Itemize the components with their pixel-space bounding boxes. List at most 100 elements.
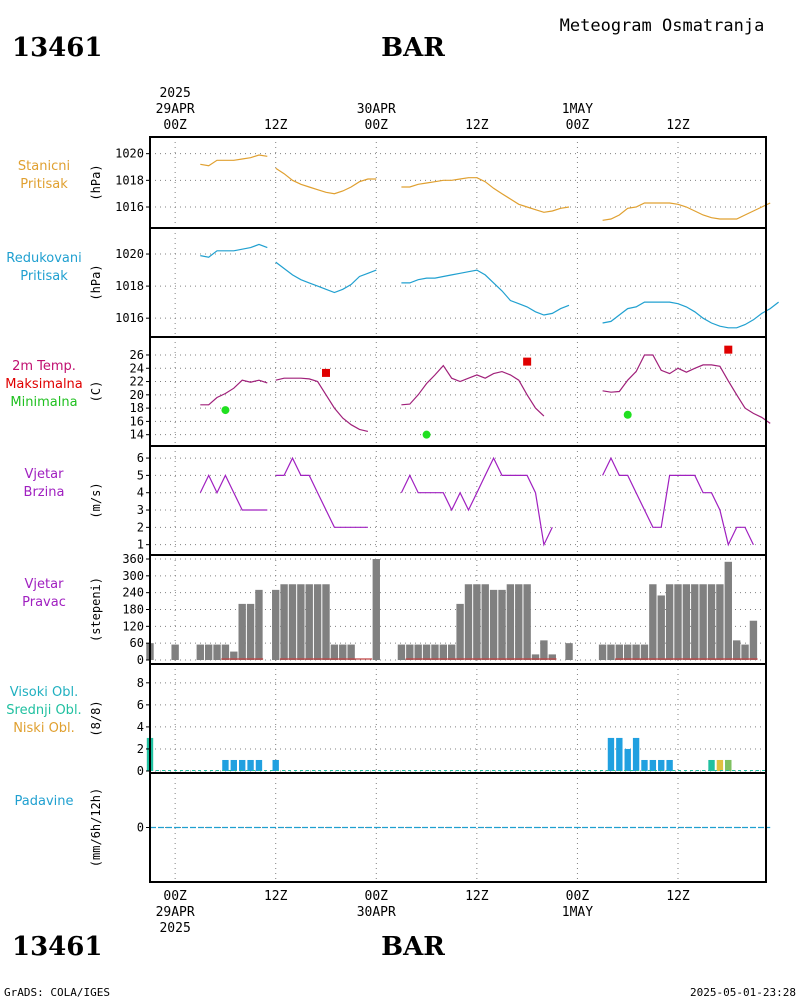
y-tick-label: 1018 (115, 173, 144, 187)
direction-bar (313, 584, 322, 660)
direction-bar (523, 584, 531, 660)
panel-frame (149, 227, 767, 338)
time-label-top: 29APR (156, 102, 195, 117)
series-line (400, 456, 553, 547)
series-line (602, 202, 771, 221)
time-label-top: 30APR (357, 102, 396, 117)
y-tick-label: 1020 (115, 247, 144, 261)
panel-vjetar-pravac: 0 60 120 180 240 300 360 (stepeni) Vjetar Pravac (22, 552, 767, 667)
y-tick-label: 18 (130, 401, 144, 415)
direction-bar (322, 584, 330, 660)
y-axis-unit: (8/8) (89, 700, 103, 736)
panel-frame (149, 663, 767, 774)
direction-bar (347, 644, 355, 660)
station-id-bottom: 13461 (12, 932, 102, 962)
direction-bar (506, 584, 515, 660)
direction-bar (699, 584, 707, 660)
panel-redukovani: 1016 1018 1020 (hPa) Redukovani Pritisak (6, 227, 779, 338)
direction-bar (431, 644, 439, 660)
timestamp: 2025-05-01-23:28 (690, 986, 796, 999)
y-tick-label: 2 (137, 742, 144, 756)
direction-bar (724, 561, 732, 660)
panel-vjetar-brzina: 1 2 3 4 5 6 (m/s) Vjetar Brzina (24, 445, 767, 556)
time-label-bottom: 30APR (357, 905, 396, 920)
panel-label: 2m Temp. (12, 359, 76, 374)
direction-bar (607, 644, 615, 660)
y-tick-label: 26 (130, 348, 144, 362)
direction-bar (665, 584, 674, 660)
y-tick-label: 14 (130, 428, 144, 442)
y-axis-unit: (C) (89, 381, 103, 403)
direction-bar (481, 584, 489, 660)
time-label-top: 00Z (163, 118, 187, 133)
direction-bar (221, 644, 230, 660)
direction-bar (406, 644, 414, 660)
station-id-top: 13461 (12, 33, 102, 63)
direction-bar (473, 584, 481, 660)
series-line (275, 167, 377, 195)
panel-frame (149, 445, 767, 556)
series-line (401, 177, 570, 213)
direction-bar (515, 584, 523, 660)
panel-frame (149, 336, 767, 447)
y-tick-label: 4 (137, 486, 144, 500)
y-tick-label: 16 (130, 414, 144, 428)
panel-oblaci: 0 2 4 6 8 (8/8) Visoki Obl. Srednji Obl. Niski O… (6, 663, 767, 778)
y-tick-label: 300 (122, 569, 144, 583)
cloud-bar (632, 737, 640, 771)
panel-label: Niski Obl. (13, 721, 75, 736)
series-line (275, 377, 369, 432)
direction-bar (305, 584, 313, 660)
direction-bar (657, 595, 665, 660)
direction-bar (238, 603, 246, 660)
panel-label: Srednji Obl. (6, 703, 81, 718)
direction-bar (732, 640, 741, 660)
y-tick-label: 1 (137, 538, 144, 552)
panel-label: Pritisak (20, 177, 68, 192)
direction-bar (272, 589, 280, 660)
direction-bar (255, 589, 263, 660)
direction-bar (489, 589, 498, 660)
panel-stanicni: 1016 1018 1020 (hPa) Stanicni Pritisak (18, 136, 771, 229)
panel-label: Stanicni (18, 159, 70, 174)
series-line (275, 456, 368, 528)
y-tick-label: 6 (137, 451, 144, 465)
plot-area: 101610181020(hPa)StanicniPritisak1016101… (5, 86, 779, 936)
time-label-bottom: 00Z (365, 889, 389, 904)
max-temp-marker (322, 368, 330, 377)
cloud-bar (272, 759, 279, 771)
time-label-bottom: 00Z (163, 889, 187, 904)
direction-bar (632, 644, 640, 660)
direction-bar (422, 644, 431, 660)
cloud-bar (624, 748, 631, 771)
min-temp-marker (623, 410, 632, 419)
direction-bar (741, 644, 749, 660)
y-tick-label: 60 (130, 636, 144, 650)
y-tick-label: 1016 (115, 311, 144, 325)
y-tick-label: 120 (122, 619, 144, 633)
direction-bar (171, 644, 179, 660)
y-axis-unit: (m/s) (89, 482, 103, 518)
series-line (200, 379, 268, 406)
series-line (199, 474, 268, 511)
y-tick-label: 0 (137, 821, 144, 835)
direction-bar (246, 603, 255, 660)
min-temp-marker (221, 406, 230, 415)
time-label-bottom: 12Z (666, 889, 690, 904)
panel-label: Maksimalna (5, 377, 83, 392)
panel-label: Redukovani (6, 251, 81, 266)
cloud-bar (222, 759, 229, 771)
series-line (602, 456, 754, 547)
cloud-bar (716, 759, 724, 771)
cloud-bar (255, 759, 263, 771)
direction-bar (297, 584, 305, 660)
direction-bar (414, 644, 422, 660)
y-tick-label: 20 (130, 388, 144, 402)
cloud-bar (725, 759, 732, 771)
direction-bar (682, 584, 691, 660)
y-tick-label: 24 (130, 361, 144, 375)
cloud-bar (247, 759, 254, 771)
time-label-bottom: 29APR (156, 905, 195, 920)
time-label-bottom: 00Z (566, 889, 590, 904)
